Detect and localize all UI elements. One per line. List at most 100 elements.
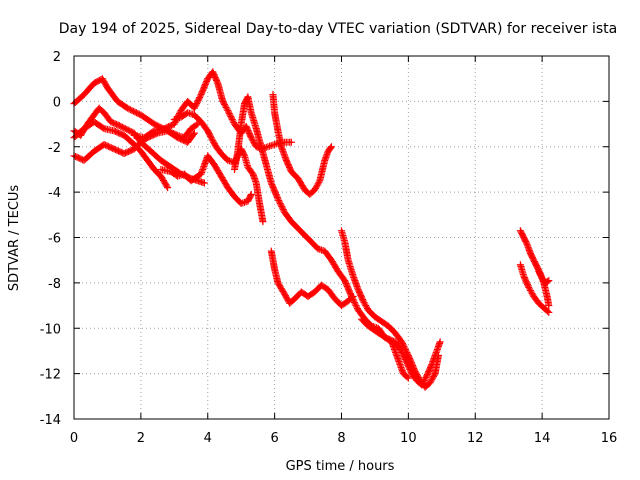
data-point xyxy=(247,192,255,200)
data-point xyxy=(123,125,131,133)
data-point xyxy=(349,292,357,300)
data-point xyxy=(282,293,290,301)
data-point xyxy=(124,126,132,134)
y-tick-labels: -14 -12 -10 -8 -6 -4 -2 0 2 xyxy=(40,50,61,428)
data-point xyxy=(348,294,356,302)
data-point xyxy=(526,286,534,294)
data-point xyxy=(193,98,201,106)
series-track-10 xyxy=(267,247,357,310)
x-tick-label: 0 xyxy=(70,431,78,446)
data-point xyxy=(194,97,202,105)
data-point xyxy=(251,140,259,148)
data-point xyxy=(196,94,204,102)
y-tick-label: -14 xyxy=(40,413,61,428)
data-point xyxy=(192,101,200,109)
data-point xyxy=(545,302,553,310)
data-point xyxy=(273,193,281,201)
data-point xyxy=(314,180,322,188)
data-point xyxy=(287,138,295,146)
data-point xyxy=(398,339,406,347)
chart-title: Day 194 of 2025, Sidereal Day-to-day VTE… xyxy=(59,21,617,37)
data-point xyxy=(163,182,171,190)
data-point xyxy=(220,99,228,107)
data-point xyxy=(279,206,287,214)
data-point xyxy=(225,109,233,117)
y-tick-label: -2 xyxy=(48,141,61,156)
y-axis-label: SDTVAR / TECUs xyxy=(7,185,22,292)
data-point xyxy=(544,307,552,315)
series-track-7 xyxy=(157,152,255,207)
data-point xyxy=(275,198,283,206)
data-point xyxy=(219,97,227,105)
data-point xyxy=(222,103,230,111)
data-point xyxy=(129,107,137,115)
data-point xyxy=(313,181,321,189)
data-point xyxy=(126,106,134,114)
series-track-3 xyxy=(70,118,172,192)
data-point xyxy=(525,283,533,291)
data-point xyxy=(124,104,131,112)
data-point xyxy=(544,277,552,285)
data-point xyxy=(363,303,371,311)
data-point xyxy=(526,285,534,293)
data-point xyxy=(430,371,438,379)
data-point xyxy=(247,134,255,142)
data-point xyxy=(228,116,236,124)
data-point xyxy=(351,300,359,308)
data-point xyxy=(100,78,108,86)
data-point xyxy=(275,196,283,204)
data-point xyxy=(172,131,180,139)
data-point xyxy=(189,130,197,138)
data-point xyxy=(361,300,369,308)
data-point xyxy=(220,100,228,108)
data-point xyxy=(120,124,128,132)
data-point xyxy=(311,186,319,194)
x-tick-label: 2 xyxy=(137,431,145,446)
data-point xyxy=(426,379,434,387)
data-point xyxy=(208,135,216,143)
data-point xyxy=(193,100,201,108)
series-track-6 xyxy=(170,109,267,226)
data-point xyxy=(224,106,232,114)
data-point xyxy=(127,128,135,136)
x-tick-label: 8 xyxy=(337,431,345,446)
y-tick-label: -4 xyxy=(48,186,61,201)
data-point xyxy=(247,190,255,198)
data-point xyxy=(418,381,426,389)
data-point xyxy=(283,295,291,303)
data-point xyxy=(277,201,285,209)
data-point xyxy=(281,292,289,300)
data-point xyxy=(545,277,553,285)
data-markers xyxy=(70,68,553,391)
data-point xyxy=(223,105,231,113)
plot-frame xyxy=(73,55,610,420)
data-point xyxy=(210,138,218,146)
data-point xyxy=(274,195,282,203)
data-point xyxy=(312,184,320,192)
data-point xyxy=(225,108,233,116)
y-tick-label: -6 xyxy=(48,232,61,247)
data-point xyxy=(227,113,235,120)
data-point xyxy=(278,202,286,210)
data-point xyxy=(315,178,323,186)
data-point xyxy=(98,75,106,83)
data-point xyxy=(171,119,179,127)
x-tick-label: 10 xyxy=(400,431,417,446)
y-tick-label: -10 xyxy=(40,322,61,337)
data-point xyxy=(352,302,360,310)
data-point xyxy=(131,108,139,116)
data-point xyxy=(419,378,427,386)
data-point xyxy=(240,150,248,158)
x-tick-label: 4 xyxy=(204,431,212,446)
data-point xyxy=(221,102,229,110)
data-point xyxy=(164,184,172,192)
data-point xyxy=(400,342,408,350)
data-point xyxy=(210,140,218,148)
data-point xyxy=(132,109,140,117)
data-point xyxy=(134,109,142,117)
data-point xyxy=(250,138,258,146)
data-point xyxy=(121,125,129,133)
data-point xyxy=(528,289,536,297)
data-point xyxy=(226,111,234,119)
series-track-8 xyxy=(231,93,412,382)
